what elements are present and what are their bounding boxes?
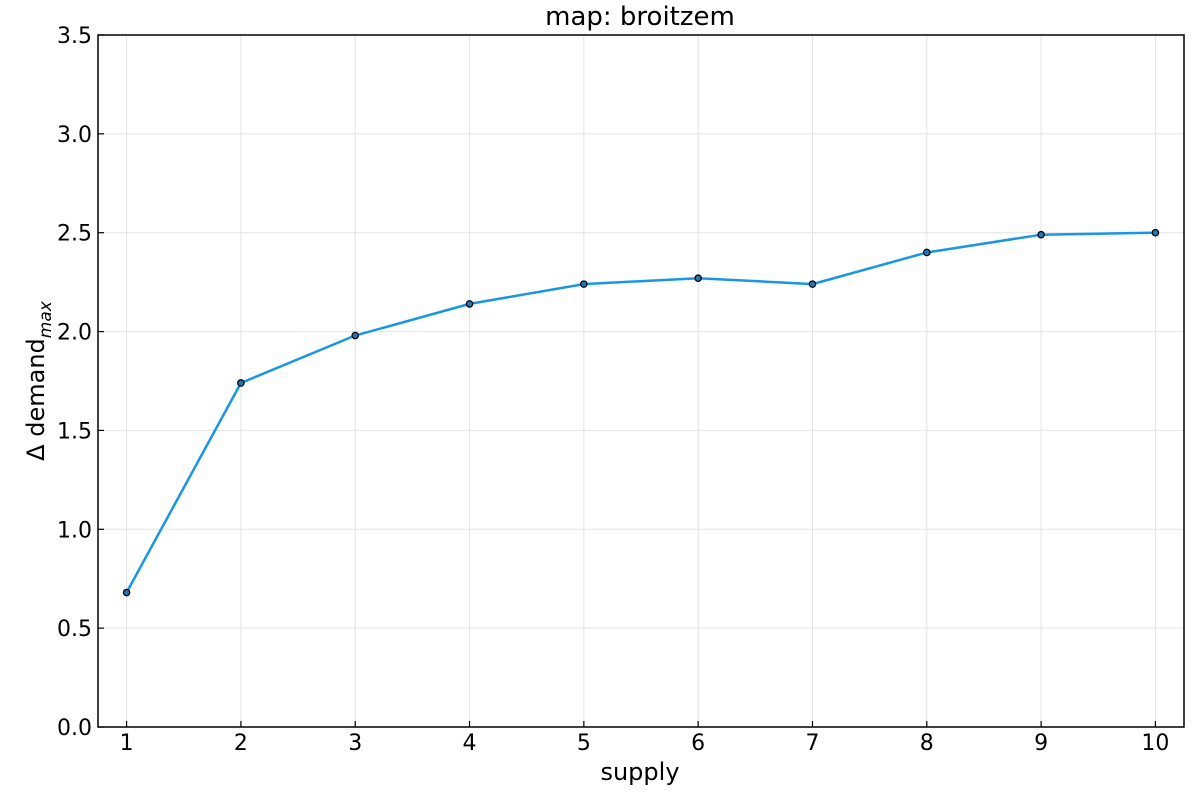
y-tick-label: 2.5 bbox=[57, 222, 92, 247]
data-point bbox=[808, 280, 817, 288]
axis-ticks: 1 2 3 4 5 6 7 8 9 10 0.0 0.5 1.0 1.5 2.0 2.5 3.0 3.5 bbox=[57, 24, 1169, 756]
x-tick-label: 10 bbox=[1141, 731, 1169, 756]
data-point bbox=[694, 274, 702, 282]
y-axis-label-main: Δ demand bbox=[22, 338, 50, 461]
data-point bbox=[1037, 230, 1045, 239]
x-tick-label: 1 bbox=[120, 731, 134, 756]
plot-frame bbox=[97, 34, 1185, 728]
x-tick-label: 5 bbox=[577, 731, 591, 756]
x-tick-label: 4 bbox=[463, 731, 477, 756]
x-tick-label: 9 bbox=[1034, 731, 1048, 756]
data-point bbox=[122, 588, 131, 597]
data-point bbox=[465, 300, 474, 308]
y-tick-label: 0.0 bbox=[57, 716, 92, 741]
series-layer bbox=[122, 228, 1160, 597]
data-point bbox=[351, 331, 360, 340]
y-tick-label: 2.0 bbox=[57, 321, 92, 346]
x-axis-label: supply bbox=[600, 758, 679, 786]
data-point bbox=[1151, 228, 1160, 237]
y-tick-label: 3.5 bbox=[57, 24, 92, 49]
x-tick-label: 2 bbox=[234, 731, 248, 756]
y-tick-label: 0.5 bbox=[57, 617, 92, 642]
data-point bbox=[922, 248, 931, 257]
y-tick-label: 3.0 bbox=[57, 123, 92, 148]
series-line bbox=[125, 231, 1156, 594]
y-tick-label: 1.0 bbox=[57, 518, 92, 543]
x-tick-label: 3 bbox=[348, 731, 362, 756]
x-tick-label: 6 bbox=[691, 731, 705, 756]
y-tick-label: 1.5 bbox=[57, 419, 92, 444]
x-tick-label: 7 bbox=[805, 731, 819, 756]
x-tick-label: 8 bbox=[920, 731, 934, 756]
data-point bbox=[237, 379, 245, 387]
y-axis-label: Δ demandmax bbox=[22, 300, 56, 461]
data-point bbox=[580, 280, 588, 288]
y-axis-label-subscript: max bbox=[36, 300, 56, 338]
chart-title: map: broitzem bbox=[545, 2, 735, 32]
grid bbox=[98, 34, 1184, 728]
